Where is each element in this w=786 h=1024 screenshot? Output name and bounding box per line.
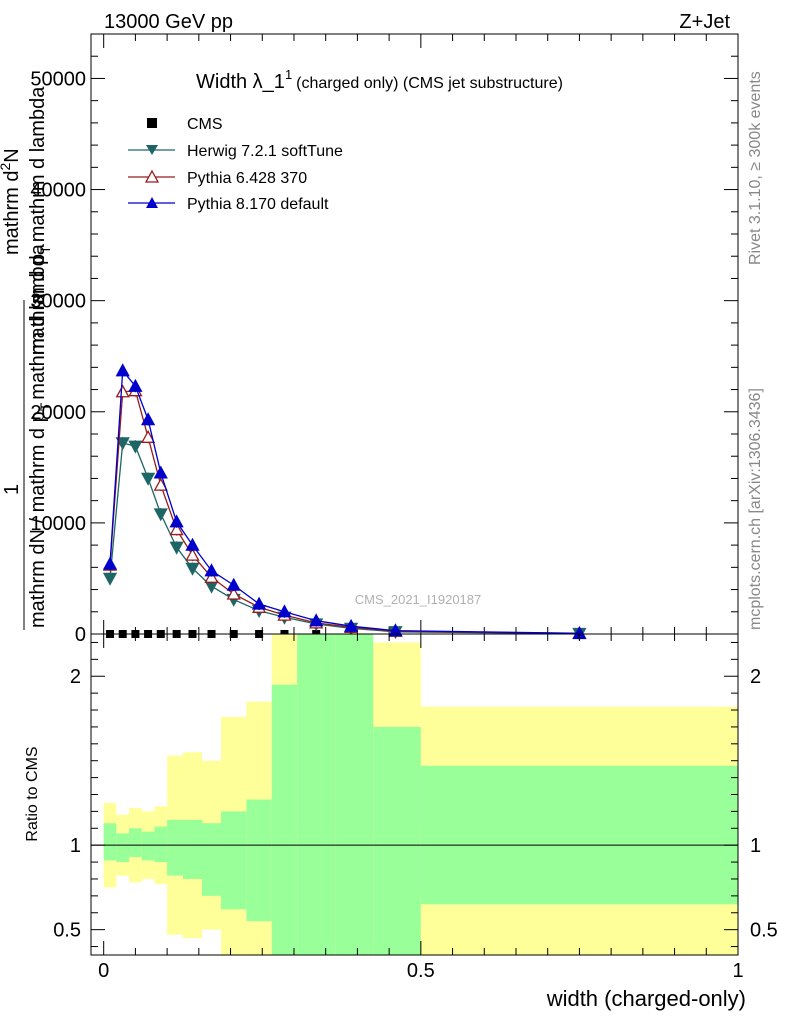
series-line bbox=[109, 390, 580, 635]
main-panel: 0 10000 20000 30000 40000 50000 Width λ_11(ch… bbox=[0, 33, 739, 646]
energy-label: 13000 GeV pp bbox=[104, 11, 233, 33]
y-tick-label: 0 bbox=[75, 624, 86, 646]
mcplots-label: mcplots.cern.ch [arXiv:1306.3436] bbox=[747, 388, 764, 630]
legend: CMS Herwig 7.2.1 softTune Pythia 6.428 3… bbox=[128, 116, 343, 213]
series-marker bbox=[185, 562, 200, 576]
watermark: CMS_2021_I1920187 bbox=[355, 592, 482, 607]
rivet-label: Rivet 3.1.10, ≥ 300k events bbox=[747, 71, 764, 265]
series-marker bbox=[251, 596, 267, 610]
series-marker bbox=[169, 514, 184, 528]
series-marker bbox=[204, 569, 219, 583]
series-marker bbox=[185, 547, 200, 561]
green-band-bin bbox=[116, 833, 130, 863]
legend-label-herwig: Herwig 7.2.1 softTune bbox=[187, 143, 343, 160]
chart-title: Width λ_11(charged only) (CMS jet substr… bbox=[196, 67, 563, 93]
ratio-y-tick-label-right: 0.5 bbox=[750, 920, 778, 942]
series-marker bbox=[309, 613, 324, 627]
x-tick-label: 1 bbox=[732, 960, 743, 982]
series-marker bbox=[115, 384, 130, 398]
y-tick-label: 40000 bbox=[30, 180, 86, 202]
series-marker bbox=[128, 378, 143, 392]
legend-marker-cms bbox=[147, 118, 157, 128]
series-marker bbox=[277, 604, 292, 618]
ratio-bands bbox=[103, 634, 738, 955]
series-marker bbox=[102, 556, 118, 570]
legend-marker-pythia8 bbox=[146, 197, 158, 208]
series-marker bbox=[153, 477, 168, 491]
green-band-bin bbox=[141, 831, 155, 861]
process-label: Z+Jet bbox=[679, 11, 730, 33]
series-marker bbox=[169, 541, 184, 555]
series-marker bbox=[140, 429, 156, 443]
green-band-bin bbox=[420, 765, 738, 905]
series-marker bbox=[102, 572, 118, 586]
green-band-bin bbox=[182, 819, 203, 879]
series-marker bbox=[140, 412, 156, 426]
green-band-bin bbox=[154, 826, 168, 863]
main-y-ticks: 0 10000 20000 30000 40000 50000 bbox=[30, 33, 739, 646]
ratio-ticks: 0.5 0.5 1 1 2 2 0 0.5 1 bbox=[53, 634, 778, 982]
green-band-bin bbox=[221, 811, 247, 910]
main-ylabel: 1 mathrm dN / mathrm d pTmathrm d lambda… bbox=[0, 86, 53, 630]
xlabel: width (charged-only) bbox=[546, 986, 746, 1011]
series-marker bbox=[204, 563, 219, 577]
ylabel-numerator: mathrm d2N bbox=[0, 148, 23, 255]
ratio-y-tick-label: 0.5 bbox=[53, 920, 81, 942]
x-tick-label: 0 bbox=[98, 960, 109, 982]
series-marker bbox=[153, 465, 168, 479]
green-band-bin bbox=[103, 823, 117, 861]
series-marker bbox=[140, 472, 156, 486]
green-band-bin bbox=[335, 634, 374, 955]
ratio-y-tick-label-right: 2 bbox=[750, 666, 761, 688]
series-line bbox=[109, 442, 580, 635]
ylabel-denominator: mathrm dN / mathrm d pTmathrm d lambda bbox=[27, 243, 53, 628]
green-band-bin bbox=[129, 828, 142, 858]
legend-label-pythia8: Pythia 8.170 default bbox=[187, 196, 329, 213]
series-marker bbox=[153, 508, 168, 522]
y-tick-label: 10000 bbox=[30, 513, 86, 535]
series-marker bbox=[343, 618, 359, 632]
legend-marker-herwig bbox=[146, 145, 158, 155]
green-band-bin bbox=[246, 799, 272, 922]
series-marker bbox=[185, 537, 200, 551]
ratio-y-tick-label: 1 bbox=[70, 835, 81, 857]
y-tick-label: 30000 bbox=[30, 291, 86, 313]
ratio-panel: 0.5 0.5 1 1 2 2 0 0.5 1 Ratio to CMS width (char… bbox=[24, 633, 778, 1011]
series-marker bbox=[115, 363, 130, 377]
green-band-bin bbox=[167, 819, 183, 876]
series-marker bbox=[169, 522, 184, 536]
green-band-bin bbox=[373, 726, 421, 955]
series-marker bbox=[388, 623, 403, 637]
ratio-y-tick-label: 2 bbox=[70, 666, 81, 688]
ylabel-numerator-denominator: mathrm d pTmathrm d lambda bbox=[27, 86, 53, 355]
legend-marker-pythia6 bbox=[144, 169, 160, 183]
legend-label-pythia6: Pythia 6.428 370 bbox=[187, 170, 307, 187]
series-marker bbox=[226, 586, 241, 600]
y-tick-label: 50000 bbox=[30, 68, 86, 90]
series-marker bbox=[226, 577, 241, 591]
x-tick-label: 0.5 bbox=[407, 960, 435, 982]
series-line bbox=[109, 369, 580, 634]
legend-label-cms: CMS bbox=[187, 116, 223, 133]
green-band-bin bbox=[271, 684, 298, 955]
ratio-y-tick-label-right: 1 bbox=[750, 835, 761, 857]
y-tick-label: 20000 bbox=[30, 402, 86, 424]
main-curves bbox=[102, 363, 587, 641]
ratio-frame bbox=[90, 633, 739, 956]
ratio-ylabel: Ratio to CMS bbox=[24, 746, 41, 841]
series-marker bbox=[128, 440, 143, 454]
green-band-bin bbox=[202, 823, 222, 896]
ylabel-one: 1 bbox=[1, 484, 23, 495]
green-band-bin bbox=[297, 634, 336, 955]
